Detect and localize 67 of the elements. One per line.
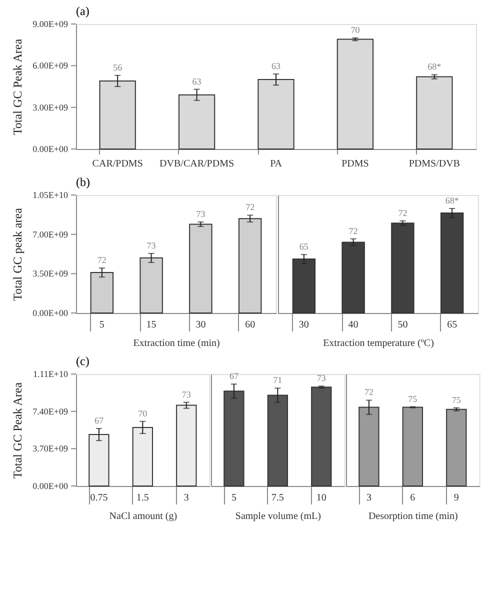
annotation: 70 xyxy=(350,24,360,35)
annotation: 72 xyxy=(348,226,358,236)
x-tick-label: DVB/CAR/PDMS xyxy=(160,158,234,170)
x-axis-title: Extraction time (min) xyxy=(133,338,220,349)
y-tick-label: 6.00E+09 xyxy=(32,60,68,71)
x-tick-label: 9 xyxy=(454,492,459,504)
x-tick-label: 7.5 xyxy=(271,492,284,504)
annotation: 63 xyxy=(192,76,202,86)
y-tick-label: 9.00E+09 xyxy=(32,19,68,29)
x-axis-title: Sample volume (mL) xyxy=(235,511,321,522)
y-tick-label: 1.05E+10 xyxy=(32,190,68,200)
y-tick-label: 1.11E+10 xyxy=(33,369,68,379)
annotation: 75 xyxy=(452,394,462,405)
x-tick-label: 50 xyxy=(398,320,408,330)
x-tick-label: 65 xyxy=(447,320,458,330)
y-axis-title: Total GC Peak Area xyxy=(10,38,24,136)
y-tick-label: 3.00E+09 xyxy=(32,102,68,112)
x-tick-label: 5 xyxy=(231,492,236,504)
x-tick-label: PDMS/DVB xyxy=(408,158,460,170)
annotation: 73 xyxy=(196,208,206,219)
x-tick-label: CAR/PDMS xyxy=(92,158,143,170)
annotation: 68* xyxy=(428,62,442,72)
y-tick-label: 3.70E+09 xyxy=(32,444,68,454)
x-tick-label: 15 xyxy=(146,320,156,330)
annotation: 70 xyxy=(138,408,148,418)
chart-title: (a) xyxy=(76,4,90,18)
x-tick-label: 30 xyxy=(196,320,206,330)
x-axis-title: Extraction temperature (ºC) xyxy=(323,338,434,349)
x-tick-label: 0.75 xyxy=(90,492,108,504)
y-axis-title: Total GC Peak Area xyxy=(10,382,24,479)
annotation: 67 xyxy=(229,371,239,382)
x-tick-label: 10 xyxy=(316,492,326,504)
x-tick-label: PDMS xyxy=(342,158,369,170)
chart-title: (c) xyxy=(76,354,90,368)
x-tick-label: 3 xyxy=(366,492,372,504)
annotation: 72 xyxy=(97,255,106,266)
x-tick-label: 30 xyxy=(298,320,309,330)
y-tick-label: 0.00E+00 xyxy=(32,481,68,491)
annotation: 73 xyxy=(182,389,192,400)
x-tick-label: 1.5 xyxy=(136,492,149,504)
annotation: 68* xyxy=(445,195,460,206)
x-axis-title: NaCl amount (g) xyxy=(109,511,178,522)
x-tick-label: 3 xyxy=(184,492,189,504)
y-tick-label: 7.00E+09 xyxy=(32,229,68,240)
x-tick-label: 60 xyxy=(245,320,256,330)
annotation: 72 xyxy=(246,202,255,212)
annotation: 73 xyxy=(146,240,156,250)
annotation: 75 xyxy=(408,394,418,404)
y-tick-label: 3.50E+09 xyxy=(32,268,68,279)
annotation: 56 xyxy=(113,62,123,72)
x-tick-label: 6 xyxy=(410,492,416,504)
annotation: 72 xyxy=(364,387,374,398)
y-tick-label: 0.00E+00 xyxy=(32,144,68,154)
y-tick-label: 7.40E+09 xyxy=(32,406,68,416)
annotation: 73 xyxy=(316,373,326,384)
x-axis-title: Desorption time (min) xyxy=(368,511,458,522)
x-tick-label: PA xyxy=(270,158,283,170)
x-tick-label: 5 xyxy=(99,320,104,330)
annotation: 63 xyxy=(272,61,281,71)
chart-title: (b) xyxy=(76,175,90,189)
y-tick-label: 0.00E+00 xyxy=(32,308,68,318)
x-tick-label: 40 xyxy=(348,320,358,330)
annotation: 72 xyxy=(398,208,408,218)
annotation: 71 xyxy=(273,375,282,386)
annotation: 65 xyxy=(299,242,309,252)
y-axis-title: Total GC peak area xyxy=(10,207,24,301)
annotation: 67 xyxy=(94,415,104,426)
